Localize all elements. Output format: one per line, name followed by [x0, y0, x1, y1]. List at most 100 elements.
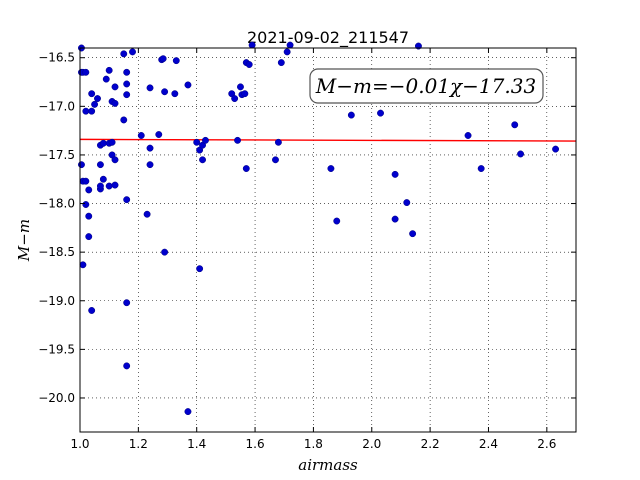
data-point	[196, 265, 204, 273]
data-point	[283, 48, 291, 56]
data-point	[403, 199, 411, 207]
data-point	[159, 55, 167, 63]
plot-background	[80, 48, 576, 432]
x-tick-label: 2.0	[362, 437, 381, 451]
data-point	[82, 68, 90, 76]
data-point	[85, 233, 93, 241]
data-point	[333, 217, 341, 225]
x-tick-label: 2.6	[537, 437, 556, 451]
data-point	[79, 261, 87, 269]
data-point	[277, 59, 285, 67]
data-point	[111, 181, 119, 189]
x-tick-label: 1.2	[129, 437, 148, 451]
data-point	[91, 100, 99, 108]
data-point	[391, 215, 399, 223]
data-point	[105, 182, 113, 190]
data-point	[123, 299, 131, 307]
data-point	[146, 161, 154, 169]
data-point	[82, 107, 90, 115]
data-point	[78, 161, 85, 169]
data-point	[171, 90, 179, 98]
data-point	[123, 362, 131, 370]
data-point	[85, 212, 93, 220]
data-point	[517, 150, 525, 158]
y-tick-label: −16.5	[38, 51, 75, 65]
y-tick-label: −19.5	[38, 342, 75, 356]
data-point	[88, 107, 96, 115]
x-axis-label: airmass	[298, 456, 358, 474]
x-tick-label: 1.0	[70, 437, 89, 451]
data-point	[94, 95, 101, 103]
x-tick-label: 1.6	[246, 437, 265, 451]
data-point	[272, 156, 279, 164]
data-point	[161, 248, 169, 256]
data-point	[120, 50, 128, 58]
data-point	[391, 170, 399, 178]
data-point	[123, 91, 131, 99]
chart-title: 2021-09-02_211547	[247, 28, 409, 48]
data-point	[327, 165, 335, 172]
data-point	[99, 139, 107, 147]
x-tick-label: 2.4	[479, 437, 498, 451]
data-point	[111, 83, 119, 91]
plot-area: 1.0 1.2 1.4 1.6 1.8 2.0 2.2 2.4 2.6 −16.5 −17.0 −17…	[38, 41, 577, 451]
data-point	[184, 81, 192, 89]
data-point	[347, 111, 355, 119]
data-point	[105, 66, 113, 74]
data-point	[146, 144, 154, 152]
data-point	[88, 307, 96, 314]
data-point	[102, 75, 110, 83]
y-tick-label: −19.0	[38, 294, 75, 308]
data-point	[199, 156, 206, 164]
data-point	[96, 161, 104, 169]
x-tick-label: 1.8	[304, 437, 323, 451]
data-point	[464, 132, 472, 139]
data-point	[242, 165, 250, 172]
y-tick-label: −17.5	[38, 148, 75, 162]
data-point	[129, 48, 136, 56]
y-tick-label: −18.5	[38, 245, 75, 259]
grid	[79, 48, 576, 432]
data-point	[237, 83, 244, 91]
data-point	[234, 136, 242, 144]
annotation-box	[309, 68, 544, 104]
data-point	[99, 175, 107, 183]
data-point	[137, 132, 145, 139]
fit-line-group	[79, 138, 577, 142]
data-point	[241, 90, 249, 98]
axis-ticks: 1.0 1.2 1.4 1.6 1.8 2.0 2.2 2.4 2.6 −16.5 −17.0 −17…	[38, 48, 576, 451]
data-point	[96, 182, 104, 190]
plot-frame	[79, 47, 577, 433]
x-tick-label: 1.4	[187, 437, 206, 451]
y-axis-label: M−m	[15, 219, 33, 262]
data-point	[108, 138, 116, 146]
annotation-text: M−m=−0.01χ−17.33	[315, 74, 536, 98]
data-point	[123, 196, 131, 204]
data-point	[248, 41, 256, 49]
x-tick-label: 2.2	[421, 437, 440, 451]
data-point	[111, 99, 119, 107]
y-tick-label: −18.0	[38, 197, 75, 211]
data-point	[172, 57, 180, 65]
data-point	[552, 145, 560, 153]
data-point	[111, 156, 119, 164]
data-point	[82, 201, 90, 208]
data-point	[193, 138, 201, 146]
data-point	[409, 230, 417, 238]
data-point	[88, 90, 96, 98]
data-point	[161, 88, 169, 96]
data-point	[146, 84, 154, 92]
data-point	[123, 68, 131, 76]
data-point	[123, 80, 131, 88]
data-point	[85, 186, 93, 194]
data-point	[184, 408, 192, 416]
data-point	[286, 41, 294, 49]
y-tick-label: −17.0	[38, 99, 75, 113]
data-point	[155, 131, 163, 138]
data-point	[231, 95, 239, 103]
data-point	[511, 121, 519, 129]
data-point	[202, 136, 209, 144]
data-point	[245, 61, 253, 68]
fit-line	[79, 138, 577, 142]
